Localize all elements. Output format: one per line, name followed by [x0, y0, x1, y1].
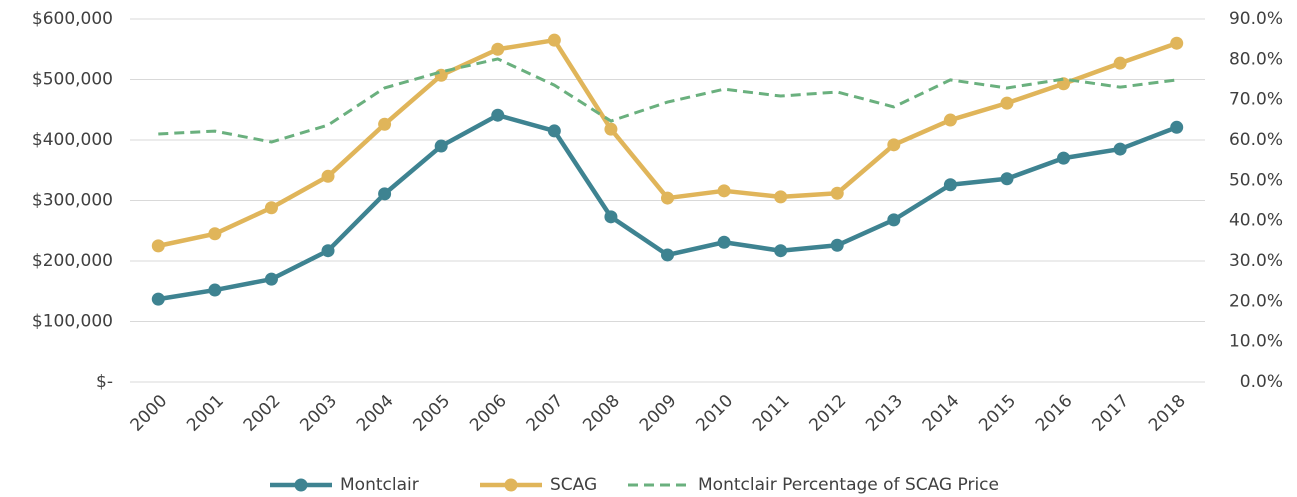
point	[830, 238, 844, 252]
point	[1057, 151, 1071, 165]
x-tick-label: 2015	[975, 391, 1020, 436]
x-tick-label: 2014	[919, 391, 964, 436]
legend-marker	[294, 478, 308, 492]
point	[717, 235, 731, 249]
y-tick-label: $600,000	[32, 9, 113, 29]
x-tick-label: 2003	[296, 391, 341, 436]
point	[887, 138, 901, 152]
y-tick-label: $200,000	[32, 251, 113, 271]
y-tick-label: $500,000	[32, 70, 113, 90]
legend-marker	[504, 478, 518, 492]
point	[491, 42, 505, 56]
series-line	[158, 57, 1177, 144]
x-tick-label: 2000	[127, 391, 172, 436]
point	[151, 292, 165, 306]
point	[151, 239, 165, 253]
legend-label: Montclair	[340, 475, 419, 495]
point	[943, 178, 957, 192]
series-line	[157, 112, 1178, 302]
x-tick-label: 2009	[636, 391, 681, 436]
x-tick-label: 2002	[240, 391, 285, 436]
legend-label: Montclair Percentage of SCAG Price	[698, 475, 999, 495]
point	[1000, 96, 1014, 110]
point	[264, 272, 278, 286]
x-tick-label: 2006	[466, 391, 511, 436]
x-tick-label: 2004	[353, 391, 398, 436]
x-tick-label: 2010	[692, 391, 737, 436]
y-tick-label: $300,000	[32, 191, 113, 211]
point	[1170, 120, 1184, 134]
point	[208, 227, 222, 241]
point	[604, 122, 618, 136]
y2-tick-label: 80.0%	[1229, 49, 1283, 69]
point	[491, 108, 505, 122]
y2-tick-label: 90.0%	[1229, 9, 1283, 29]
point	[604, 210, 618, 224]
point	[434, 139, 448, 153]
x-tick-label: 2016	[1032, 391, 1077, 436]
x-tick-label: 2005	[410, 391, 455, 436]
x-tick-label: 2017	[1088, 391, 1133, 436]
point	[547, 124, 561, 138]
point	[774, 190, 788, 204]
y2-tick-label: 10.0%	[1229, 332, 1283, 352]
y2-tick-label: 70.0%	[1229, 90, 1283, 110]
point	[1170, 36, 1184, 50]
point	[943, 113, 957, 127]
point	[321, 169, 335, 183]
point	[830, 186, 844, 200]
series-line	[157, 37, 1178, 249]
y2-tick-label: 40.0%	[1229, 211, 1283, 231]
point	[208, 283, 222, 297]
legend-label: SCAG	[550, 475, 597, 495]
y2-tick-label: 30.0%	[1229, 251, 1283, 271]
y2-tick-label: 0.0%	[1240, 372, 1283, 392]
point	[547, 33, 561, 47]
point	[1113, 56, 1127, 70]
point	[661, 191, 674, 205]
x-tick-label: 2001	[183, 391, 228, 436]
x-tick-label: 2007	[523, 391, 568, 436]
point	[887, 213, 901, 227]
point	[774, 244, 788, 258]
point	[661, 248, 674, 262]
y2-tick-label: 50.0%	[1229, 170, 1283, 190]
y-tick-label: $-	[96, 372, 113, 392]
y2-tick-label: 60.0%	[1229, 130, 1283, 150]
y2-tick-label: 20.0%	[1229, 291, 1283, 311]
x-tick-label: 2008	[579, 391, 624, 436]
x-tick-label: 2012	[806, 391, 851, 436]
point	[717, 184, 731, 198]
point	[378, 187, 392, 201]
point	[264, 201, 278, 215]
point	[1000, 172, 1014, 186]
point	[378, 117, 392, 131]
point	[321, 244, 335, 258]
y-tick-label: $100,000	[32, 312, 113, 332]
point	[1113, 142, 1127, 156]
x-tick-label: 2013	[862, 391, 907, 436]
y-tick-label: $400,000	[32, 130, 113, 150]
x-tick-label: 2011	[749, 391, 794, 436]
x-tick-label: 2018	[1145, 391, 1190, 436]
